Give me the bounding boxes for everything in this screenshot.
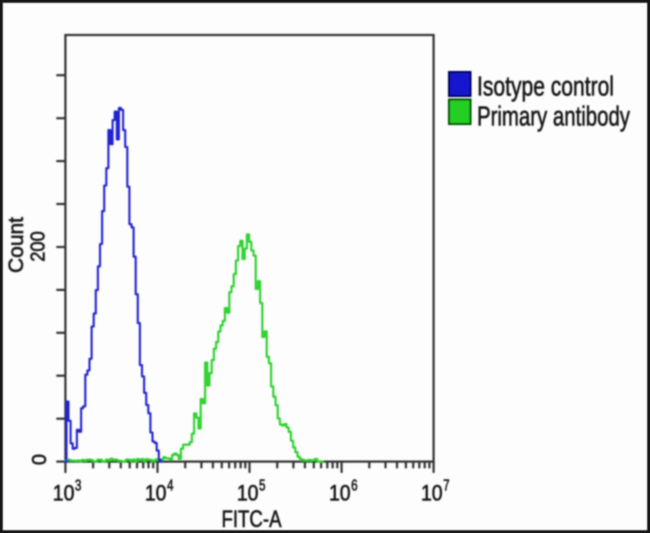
svg-text:10: 10: [237, 481, 259, 506]
svg-text:Isotype control: Isotype control: [477, 71, 614, 102]
svg-text:7: 7: [443, 477, 450, 494]
svg-text:200: 200: [28, 231, 50, 262]
svg-text:FITC-A: FITC-A: [222, 506, 282, 533]
svg-text:Count: Count: [5, 217, 28, 273]
svg-text:10: 10: [421, 481, 443, 506]
svg-text:6: 6: [351, 477, 358, 494]
svg-text:10: 10: [145, 481, 167, 506]
svg-text:10: 10: [53, 481, 75, 506]
svg-text:0: 0: [29, 454, 51, 465]
svg-text:5: 5: [259, 477, 266, 494]
svg-text:Primary antibody: Primary antibody: [477, 101, 630, 132]
svg-text:10: 10: [329, 481, 351, 506]
svg-text:4: 4: [167, 477, 174, 494]
svg-text:3: 3: [75, 477, 82, 494]
